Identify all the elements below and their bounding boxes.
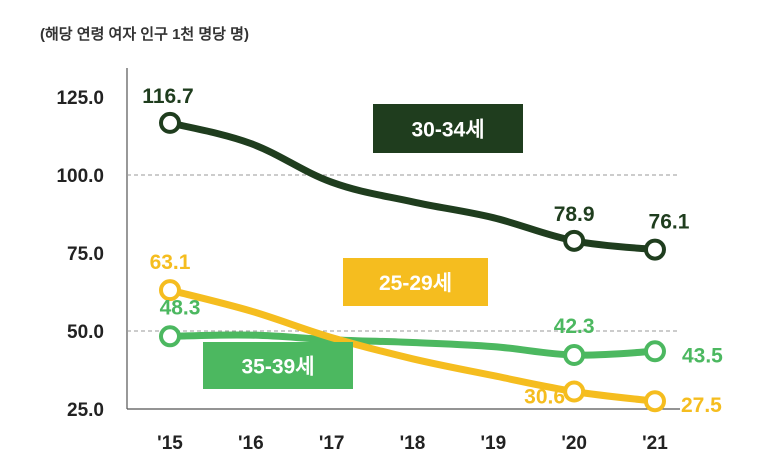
series-marker: [643, 238, 666, 261]
x-tick-label: '15: [157, 433, 183, 454]
x-tick-label: '21: [642, 433, 668, 454]
legend-box-2: [203, 342, 353, 389]
legend-label: 25-29세: [379, 272, 452, 295]
y-tick-label: 125.0: [56, 88, 104, 109]
x-tick-label: '16: [238, 433, 264, 454]
x-tick-label: '18: [400, 433, 426, 454]
y-tick-label: 25.0: [67, 400, 104, 421]
series-marker: [159, 111, 181, 134]
x-tick-label: '20: [561, 433, 587, 454]
y-tick-label: 50.0: [67, 322, 104, 343]
y-tick-label: 100.0: [56, 166, 104, 187]
data-label: 63.1: [150, 251, 191, 274]
data-label: 48.3: [160, 296, 201, 319]
unit-note: (해당 연령 여자 인구 1천 명당 명): [40, 25, 249, 43]
series-marker: [159, 279, 181, 302]
data-label: 76.1: [649, 211, 690, 234]
data-label: 27.5: [681, 394, 722, 417]
data-label: 78.9: [554, 203, 595, 226]
series-marker: [159, 325, 181, 348]
series-marker: [643, 390, 666, 413]
legend-box-1: [343, 258, 488, 306]
legend-label: 30-34세: [411, 119, 484, 142]
x-tick-label: '17: [319, 433, 345, 454]
data-label: 30.6: [524, 386, 565, 409]
series-marker: [563, 380, 586, 403]
legend-label: 35-39세: [241, 356, 314, 379]
x-tick-label: '19: [480, 433, 506, 454]
data-label: 42.3: [554, 315, 595, 338]
legend-box-0: [373, 104, 523, 153]
data-label: 43.5: [682, 344, 723, 367]
data-label: 116.7: [142, 85, 193, 108]
series-marker: [563, 229, 586, 252]
series-marker: [643, 340, 666, 363]
series-marker: [563, 344, 586, 367]
y-tick-label: 75.0: [67, 244, 104, 265]
